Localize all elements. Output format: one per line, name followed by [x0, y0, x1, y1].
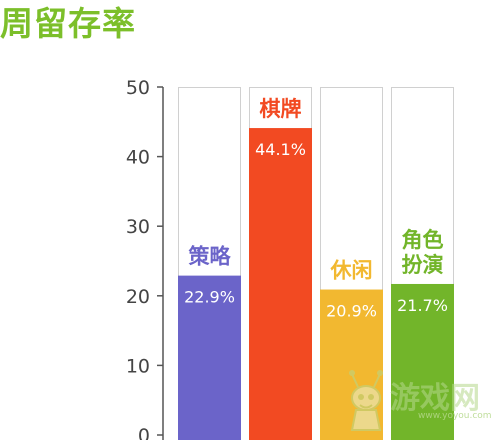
- chart-title: 周留存率: [0, 4, 136, 43]
- bar: [249, 128, 312, 440]
- y-tick-label: 10: [126, 355, 150, 377]
- category-label: 休闲: [330, 259, 373, 283]
- bar-value-label: 22.9%: [184, 288, 235, 307]
- category-label: 角色: [402, 228, 444, 252]
- bar-value-label: 44.1%: [255, 140, 306, 159]
- y-tick-label: 20: [126, 286, 150, 308]
- category-label: 策略: [189, 245, 232, 269]
- category-label: 扮演: [402, 253, 444, 277]
- bar: [391, 283, 454, 440]
- y-tick-label: 40: [126, 147, 150, 169]
- watermark-text: 游戏网: [390, 381, 480, 416]
- y-tick-label: 50: [126, 77, 150, 99]
- watermark-url: www.yoyou.com: [418, 411, 492, 421]
- watermark-logo: 游戏网: [349, 370, 480, 431]
- category-label: 棋牌: [260, 97, 302, 121]
- bar-value-label: 21.7%: [397, 296, 448, 315]
- y-tick-label: 0: [138, 425, 150, 440]
- bar: [178, 275, 241, 440]
- bar-value-label: 20.9%: [326, 302, 377, 321]
- y-tick-label: 30: [126, 216, 150, 238]
